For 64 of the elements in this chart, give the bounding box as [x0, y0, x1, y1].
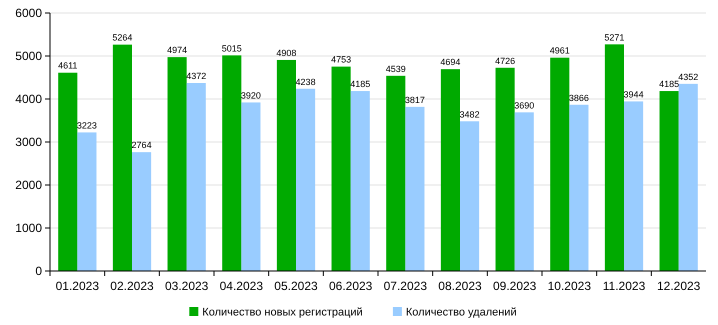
x-tick-label: 01.2023	[56, 279, 100, 293]
bar	[514, 112, 534, 271]
data-label: 4961	[550, 46, 570, 56]
legend-label: Количество новых регистраций	[202, 306, 363, 318]
x-tick-label: 02.2023	[110, 279, 154, 293]
bar	[405, 106, 424, 271]
bar	[241, 102, 260, 271]
y-tick-label: 6000	[15, 6, 42, 20]
x-tick-label: 12.2023	[656, 279, 701, 293]
y-tick-label: 1000	[15, 221, 42, 236]
data-label: 3690	[514, 100, 534, 110]
bar	[440, 69, 460, 271]
data-label: 3944	[624, 89, 644, 100]
bar	[168, 57, 187, 271]
bar	[58, 72, 78, 271]
bar	[624, 101, 644, 271]
y-tick-label: 4000	[15, 92, 42, 106]
bar	[332, 66, 351, 271]
y-tick-label: 2000	[15, 178, 42, 192]
bar	[550, 58, 570, 271]
data-label: 5264	[112, 32, 132, 43]
x-tick-label: 08.2023	[438, 279, 482, 293]
y-tick-label: 3000	[15, 135, 42, 150]
bar	[296, 88, 316, 271]
y-tick-label: 5000	[15, 49, 42, 64]
bar	[496, 68, 515, 271]
legend-label: Количество удалений	[406, 306, 517, 318]
data-label: 4372	[186, 71, 206, 82]
x-tick-label: 09.2023	[492, 279, 537, 293]
data-label: 5271	[604, 32, 624, 42]
bar	[678, 84, 698, 271]
x-tick-label: 06.2023	[328, 279, 373, 293]
x-tick-label: 04.2023	[220, 279, 264, 293]
data-label: 2764	[132, 140, 152, 150]
data-label: 4539	[386, 64, 406, 74]
bar	[222, 55, 242, 271]
data-label: 5015	[222, 43, 242, 54]
bar	[112, 44, 132, 271]
x-tick-label: 11.2023	[602, 279, 646, 293]
bar	[386, 76, 406, 271]
x-tick-label: 07.2023	[384, 279, 428, 293]
x-tick-label: 03.2023	[164, 279, 209, 293]
x-tick-label: 05.2023	[274, 279, 318, 293]
bar	[132, 152, 152, 271]
data-label: 4611	[58, 60, 78, 71]
y-tick-label: 0	[35, 264, 42, 278]
data-label: 4726	[495, 56, 516, 66]
bar	[350, 91, 370, 271]
data-label: 4352	[678, 72, 698, 82]
bar	[660, 91, 679, 271]
data-label: 4694	[440, 57, 460, 68]
bar	[604, 44, 624, 271]
data-label: 4185	[350, 79, 370, 90]
x-tick-label: 10.2023	[548, 279, 592, 293]
bar	[77, 132, 96, 271]
bar	[186, 83, 206, 271]
bar	[276, 60, 296, 271]
data-label: 4908	[276, 48, 296, 58]
data-label: 4185	[659, 79, 680, 90]
bar	[460, 121, 480, 271]
bar	[569, 104, 588, 271]
data-label: 3482	[460, 109, 480, 120]
data-label: 4753	[331, 54, 352, 65]
data-label: 4974	[167, 45, 188, 56]
